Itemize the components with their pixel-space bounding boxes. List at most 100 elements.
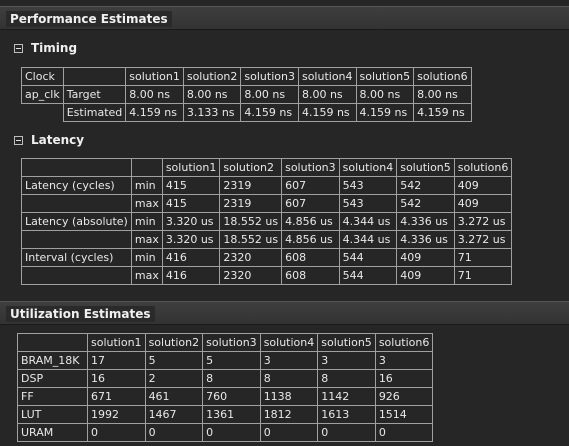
- table-cell: 4.344 us: [338, 212, 398, 231]
- row-label: LUT: [17, 405, 88, 424]
- table-cell: 3: [259, 351, 319, 370]
- solution-header: solution6: [453, 158, 513, 177]
- table-cell: 4.856 us: [281, 212, 340, 231]
- table-cell: 461: [144, 387, 204, 406]
- min-max-label: max: [130, 266, 163, 285]
- table-cell: 542: [396, 176, 455, 195]
- table-cell: 409: [396, 248, 455, 267]
- table-cell: 607: [281, 176, 340, 195]
- table-row: max 3.320 us 18.552 us 4.856 us 4.344 us…: [21, 230, 513, 249]
- table-cell: 409: [453, 194, 513, 213]
- table-cell: 3: [374, 351, 434, 370]
- collapse-icon[interactable]: [14, 135, 23, 145]
- table-cell: 5: [202, 351, 261, 370]
- table-row: solution1 solution2 solution3 solution4 …: [17, 333, 434, 352]
- solution-header: solution6: [413, 67, 472, 86]
- solution-header: solution2: [144, 333, 204, 352]
- row-label: URAM: [17, 423, 88, 442]
- table-cell: 2320: [219, 248, 283, 267]
- collapse-icon[interactable]: [14, 43, 23, 53]
- timing-subheader[interactable]: Timing: [14, 41, 77, 55]
- table-row: Interval (cycles) min 416 2320 608 544 4…: [21, 248, 513, 267]
- table-cell: 415: [161, 176, 221, 195]
- table-cell: 18.552 us: [219, 212, 283, 231]
- performance-estimates-header: Performance Estimates: [0, 6, 569, 30]
- table-cell: 4.336 us: [396, 212, 455, 231]
- table-cell: 3.272 us: [453, 212, 513, 231]
- solution-header: solution2: [182, 67, 242, 86]
- table-cell: 1467: [144, 405, 204, 424]
- table-cell: 416: [161, 266, 221, 285]
- table-cell: 409: [396, 266, 455, 285]
- header-cell: [130, 158, 163, 177]
- solution-header: solution3: [202, 333, 261, 352]
- table-cell: 8: [202, 369, 261, 388]
- min-max-label: min: [130, 212, 163, 231]
- empty-cell: [21, 266, 132, 285]
- table-cell: 17: [87, 351, 146, 370]
- table-cell: 4.344 us: [338, 230, 398, 249]
- table-cell: 71: [453, 266, 513, 285]
- header-cell: [62, 67, 127, 86]
- performance-estimates-title: Performance Estimates: [6, 11, 172, 27]
- table-cell: 8.00 ns: [297, 85, 357, 104]
- table-cell: 543: [338, 176, 398, 195]
- solution-header: solution2: [219, 158, 283, 177]
- table-row: LUT 1992 1467 1361 1812 1613 1514: [17, 405, 434, 424]
- table-cell: 2: [144, 369, 204, 388]
- solution-header: solution4: [338, 158, 398, 177]
- table-cell: 0: [87, 423, 146, 442]
- table-cell: 0: [144, 423, 204, 442]
- table-row: Latency (absolute) min 3.320 us 18.552 u…: [21, 212, 513, 231]
- table-row: ap_clk Target 8.00 ns 8.00 ns 8.00 ns 8.…: [21, 85, 472, 104]
- solution-header: solution6: [374, 333, 434, 352]
- solution-header: solution1: [87, 333, 146, 352]
- table-cell: 2320: [219, 266, 283, 285]
- solution-header: solution3: [240, 67, 299, 86]
- utilization-estimates-header: Utilization Estimates: [0, 301, 569, 325]
- row-label: Estimated: [62, 103, 127, 122]
- row-label: Target: [62, 85, 127, 104]
- table-row: BRAM_18K 17 5 5 3 3 3: [17, 351, 434, 370]
- table-cell: 4.856 us: [281, 230, 340, 249]
- table-cell: 543: [338, 194, 398, 213]
- solution-header: solution4: [297, 67, 357, 86]
- table-row: FF 671 461 760 1138 1142 926: [17, 387, 434, 406]
- table-cell: 8.00 ns: [240, 85, 299, 104]
- utilization-table: solution1 solution2 solution3 solution4 …: [17, 333, 434, 442]
- min-max-label: max: [130, 194, 163, 213]
- solution-header: solution5: [355, 67, 415, 86]
- row-label: Latency (cycles): [21, 176, 132, 195]
- table-cell: 8: [317, 369, 376, 388]
- table-cell: 2319: [219, 176, 283, 195]
- row-label: Latency (absolute): [21, 212, 132, 231]
- table-cell: 544: [338, 248, 398, 267]
- table-cell: 926: [374, 387, 434, 406]
- table-cell: 5: [144, 351, 204, 370]
- empty-cell: [21, 194, 132, 213]
- table-cell: 8.00 ns: [413, 85, 472, 104]
- table-cell: 0: [317, 423, 376, 442]
- latency-subheader[interactable]: Latency: [14, 133, 84, 147]
- header-cell: [21, 158, 132, 177]
- clock-header: Clock: [21, 67, 64, 86]
- table-row: Latency (cycles) min 415 2319 607 543 54…: [21, 176, 513, 195]
- table-cell: 8: [259, 369, 319, 388]
- table-cell: 0: [202, 423, 261, 442]
- table-cell: 16: [374, 369, 434, 388]
- table-cell: 671: [87, 387, 146, 406]
- table-row: Clock solution1 solution2 solution3 solu…: [21, 67, 472, 86]
- table-cell: 416: [161, 248, 221, 267]
- table-cell: 3.272 us: [453, 230, 513, 249]
- table-cell: 608: [281, 266, 340, 285]
- table-cell: 608: [281, 248, 340, 267]
- header-cell: [17, 333, 88, 352]
- table-cell: 1361: [202, 405, 261, 424]
- table-cell: 4.159 ns: [413, 103, 472, 122]
- table-cell: 542: [396, 194, 455, 213]
- min-max-label: min: [130, 248, 163, 267]
- timing-title: Timing: [31, 41, 78, 55]
- row-label: Interval (cycles): [21, 248, 132, 267]
- table-cell: 3.133 ns: [182, 103, 242, 122]
- table-cell: 0: [374, 423, 434, 442]
